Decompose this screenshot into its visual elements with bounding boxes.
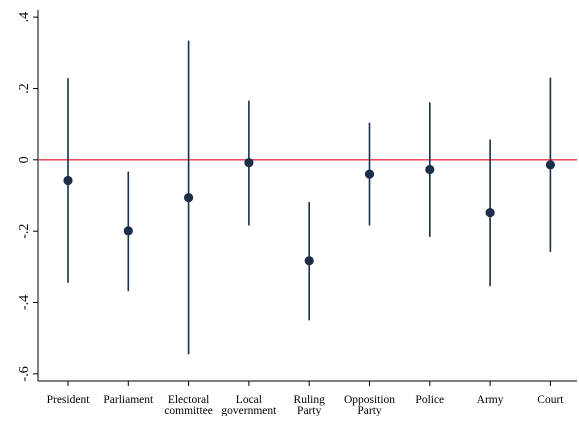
x-tick-label: Opposition Party: [344, 394, 395, 416]
y-tick-label: -.4: [17, 295, 32, 310]
estimate-point: [304, 256, 314, 266]
x-tick-label: Local government: [221, 394, 277, 416]
axes: [33, 10, 577, 386]
estimate-point: [545, 160, 556, 170]
x-tick-label: Ruling Party: [294, 394, 326, 416]
x-tick-label: Parliament: [103, 394, 154, 406]
x-tick-label: Court: [537, 394, 564, 406]
estimate-point: [425, 164, 435, 175]
y-tick-label: .4: [17, 12, 32, 23]
estimate-point: [63, 175, 73, 186]
estimate-point: [244, 158, 254, 168]
estimate-point: [184, 193, 194, 203]
tick-labels: -.6 -.4 -.2 0 .2 .4 President Parliament Elector…: [17, 12, 564, 417]
y-tick-label: 0: [17, 156, 32, 163]
y-tick-label: -.2: [17, 224, 32, 239]
x-tick-label: President: [47, 394, 91, 406]
y-tick-label: -.6: [17, 366, 32, 381]
estimate-points: [63, 158, 556, 266]
y-tick-label: .2: [17, 83, 32, 94]
confidence-intervals: [67, 40, 552, 355]
estimate-point: [364, 169, 375, 179]
estimate-point: [123, 226, 133, 236]
x-tick-label: Army: [477, 394, 504, 406]
x-tick-label: Police: [415, 394, 444, 406]
x-tick-label: Electoral committee: [164, 394, 213, 416]
estimate-point: [485, 208, 495, 218]
